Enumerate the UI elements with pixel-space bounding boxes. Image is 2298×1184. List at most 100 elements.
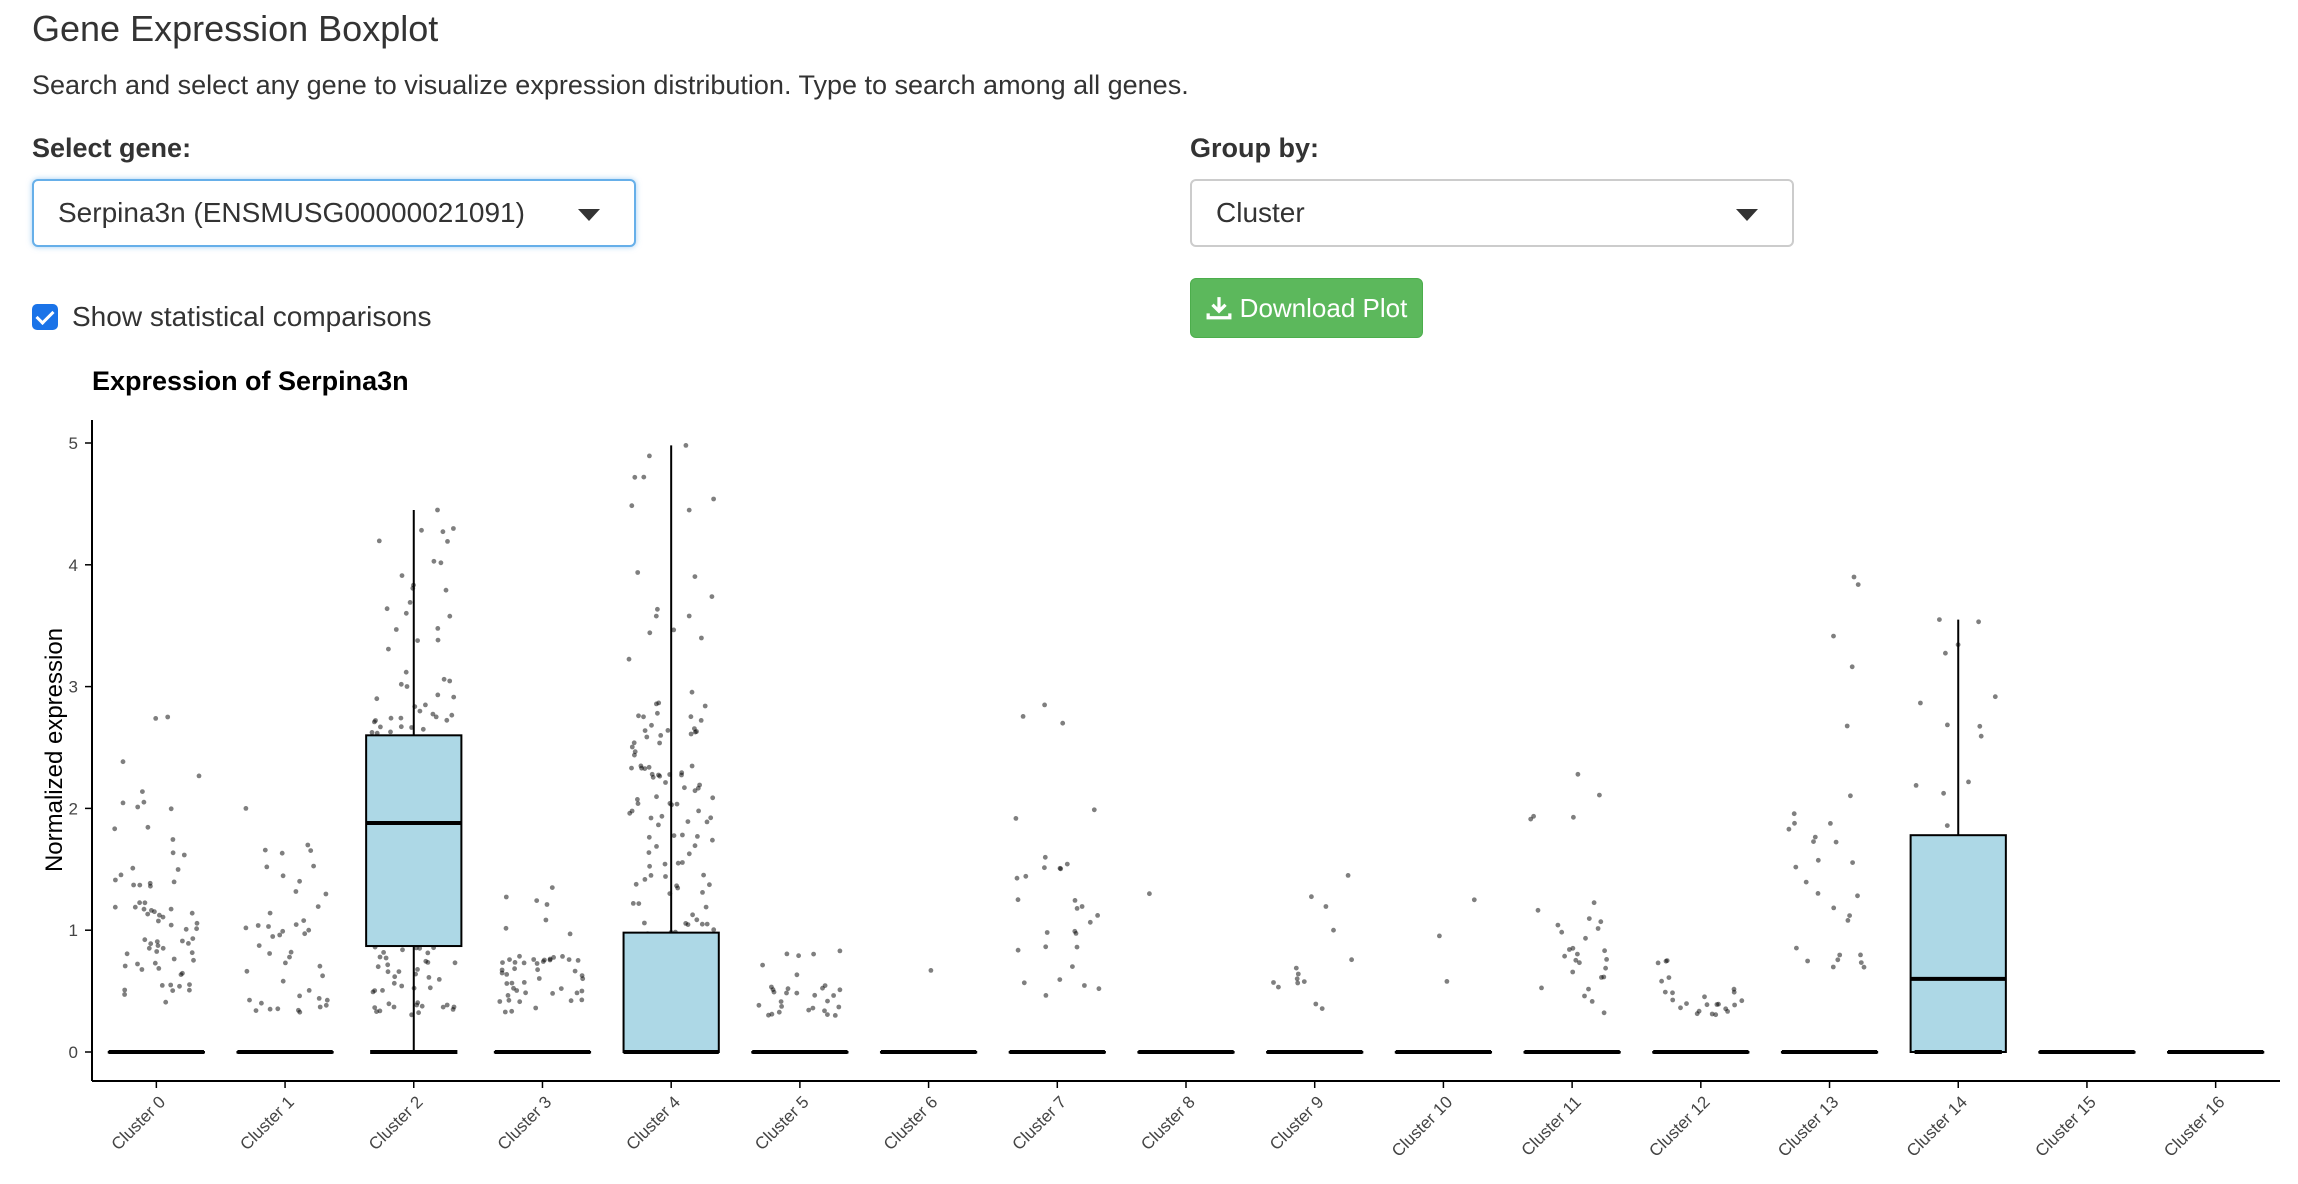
data-point: [551, 955, 556, 960]
data-point: [760, 962, 765, 968]
data-point: [688, 714, 694, 720]
data-point: [674, 801, 680, 807]
data-point: [159, 983, 165, 988]
data-point: [1013, 816, 1019, 821]
data-point: [267, 1006, 273, 1012]
data-point: [509, 980, 515, 986]
data-point: [1539, 985, 1544, 991]
data-point: [419, 527, 424, 533]
data-point: [1815, 857, 1821, 863]
data-point: [812, 992, 818, 998]
box: [1909, 834, 2007, 1054]
data-point: [663, 874, 668, 879]
x-tick-label: Cluster 13: [1774, 1092, 1842, 1160]
x-tick-label: Cluster 2: [365, 1092, 427, 1154]
data-point: [1015, 947, 1021, 953]
data-point: [122, 992, 127, 997]
data-point: [393, 627, 399, 632]
data-point: [1444, 979, 1450, 984]
data-point: [822, 983, 828, 988]
boxplot-chart: Expression of Serpina3n Normalized expre…: [41, 366, 2280, 1161]
gene-select[interactable]: Serpina3n (ENSMUSG00000021091): [32, 179, 636, 247]
data-point: [420, 726, 426, 732]
data-point: [544, 902, 550, 907]
data-point: [1060, 720, 1066, 726]
data-point: [1786, 826, 1792, 832]
data-point: [168, 922, 174, 928]
data-point: [579, 973, 585, 978]
group-by-select[interactable]: Cluster: [1190, 179, 1794, 247]
data-point: [1977, 723, 1983, 729]
data-point: [1595, 926, 1601, 931]
data-point: [692, 788, 698, 794]
data-point: [646, 764, 652, 770]
data-point: [377, 954, 383, 960]
data-point: [148, 883, 153, 889]
data-point: [642, 728, 648, 733]
data-point: [137, 882, 143, 888]
data-point: [558, 986, 564, 991]
data-point: [449, 712, 455, 718]
data-point: [699, 921, 705, 927]
data-point: [702, 703, 708, 709]
data-point: [425, 950, 431, 956]
stats-checkbox-row[interactable]: Show statistical comparisons: [32, 301, 431, 333]
data-point: [1696, 1008, 1702, 1014]
data-point: [118, 872, 124, 878]
data-point: [175, 867, 181, 872]
data-point: [1570, 969, 1576, 975]
data-point: [168, 906, 174, 912]
x-axis: Cluster 0 Cluster 1 Cluster 2 Cluster 3 Clus…: [92, 1080, 2280, 1161]
data-point: [785, 986, 791, 992]
data-point: [1684, 1001, 1689, 1006]
data-point: [415, 638, 420, 643]
cluster-group: [1523, 771, 1621, 1054]
data-point: [451, 1004, 457, 1010]
data-point: [1294, 976, 1300, 982]
data-point: [170, 988, 176, 993]
data-point: [1276, 984, 1281, 990]
cluster-group: [1780, 574, 1879, 1054]
data-point: [112, 904, 118, 910]
data-point: [504, 981, 510, 986]
data-point: [141, 799, 147, 805]
stats-checkbox[interactable]: [32, 304, 58, 330]
data-point: [649, 771, 655, 777]
data-point: [383, 955, 389, 961]
data-point: [1937, 617, 1942, 622]
data-point: [194, 926, 200, 932]
data-point: [391, 980, 397, 986]
data-point: [653, 613, 659, 619]
data-point: [549, 885, 555, 890]
data-point: [243, 806, 249, 811]
data-point: [386, 1001, 392, 1007]
boxplot-series: [107, 443, 2265, 1054]
data-point: [626, 656, 632, 662]
page-description: Search and select any gene to visualize …: [32, 70, 1189, 100]
x-tick-label: Cluster 10: [1388, 1092, 1456, 1160]
data-point: [680, 832, 685, 838]
data-point: [372, 719, 377, 725]
data-point: [163, 999, 169, 1005]
data-point: [503, 925, 509, 931]
data-point: [1793, 864, 1799, 870]
data-point: [404, 684, 410, 689]
data-point: [689, 689, 695, 695]
data-point: [572, 968, 578, 974]
data-point: [776, 1009, 782, 1015]
data-point: [407, 600, 413, 605]
data-point: [196, 773, 202, 779]
data-point: [506, 997, 512, 1003]
data-point: [832, 1013, 838, 1018]
x-tick-label: Cluster 16: [2160, 1092, 2228, 1160]
download-plot-button[interactable]: Download Plot: [1190, 278, 1423, 338]
data-point: [699, 635, 704, 641]
data-point: [1058, 866, 1064, 872]
data-point: [137, 900, 143, 906]
data-point: [503, 894, 509, 900]
data-point: [641, 714, 646, 720]
data-point: [663, 780, 668, 785]
data-point: [267, 910, 273, 916]
data-point: [629, 765, 634, 771]
data-point: [256, 943, 262, 948]
